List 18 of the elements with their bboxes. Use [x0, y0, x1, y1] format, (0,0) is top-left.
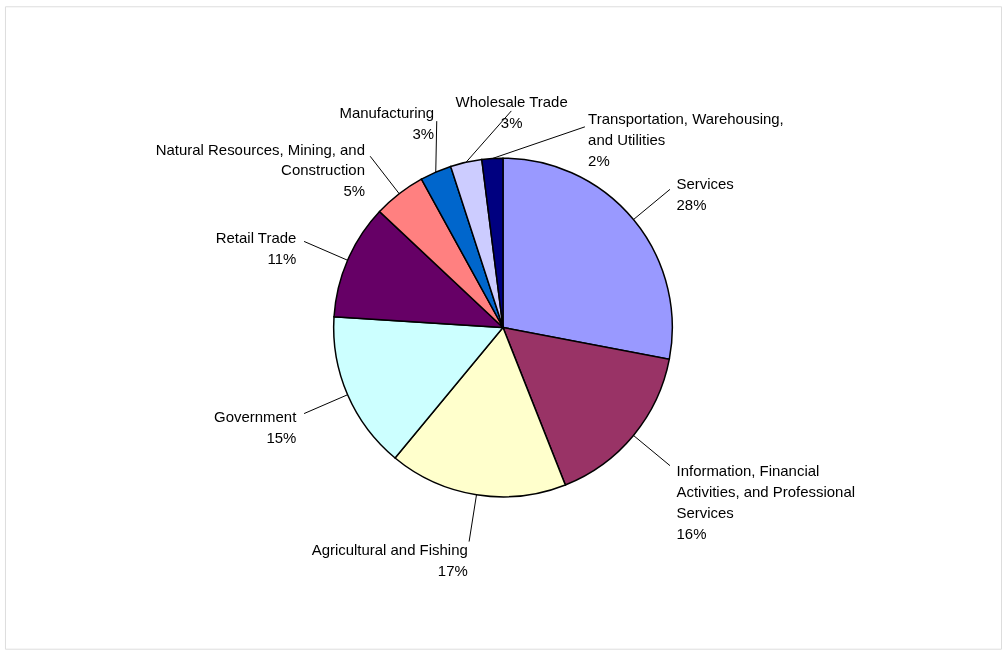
- data-label: 2%: [588, 151, 610, 169]
- slice-label: Services: [676, 174, 734, 192]
- slice-label: Retail Trade: [215, 229, 297, 247]
- slice-label: Government: [214, 407, 298, 425]
- slice-label: Transportation, Warehousing, and Utilities: [588, 109, 784, 148]
- slice-label: Agricultural and Fishing: [311, 540, 468, 558]
- slice-label: Wholesale Trade: [455, 93, 568, 111]
- data-label: 5%: [343, 182, 365, 200]
- data-label: 16%: [676, 524, 707, 542]
- data-label: 17%: [437, 561, 468, 579]
- data-label: 3%: [500, 114, 523, 132]
- data-label: 3%: [412, 124, 435, 142]
- data-label: 11%: [267, 249, 297, 267]
- slice-label: Natural Resources, Mining, and Construction: [155, 140, 365, 179]
- data-label: 28%: [676, 195, 707, 213]
- data-label: 15%: [266, 428, 297, 446]
- slice-label: Manufacturing: [339, 104, 435, 122]
- slice-label: Information, Financial Activities, and Professional Services: [676, 462, 856, 521]
